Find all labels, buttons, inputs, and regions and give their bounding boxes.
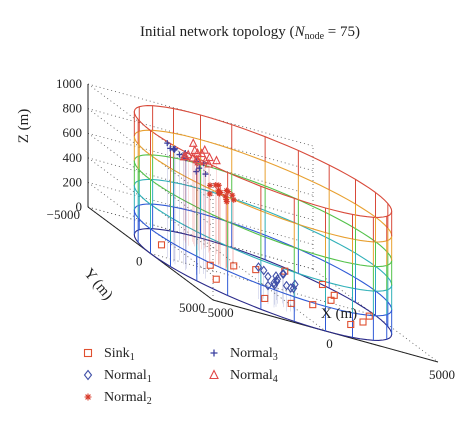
cylinder-wireframe — [133, 105, 393, 341]
data-point-plus — [176, 151, 183, 158]
data-point-triangle — [197, 148, 207, 158]
data-point-triangle — [190, 145, 200, 154]
cylinder-ring — [133, 203, 393, 317]
legend-label: Normal2 — [104, 390, 152, 407]
grid-line-floor — [150, 253, 376, 316]
y-axis-label: Y (m) — [80, 266, 115, 304]
data-point-diamond — [291, 279, 299, 290]
data-point-plus — [164, 140, 171, 147]
y-tick-label: 5000 — [179, 300, 205, 315]
z-tick-label: 1000 — [56, 76, 82, 91]
data-point-asterisk — [223, 187, 230, 194]
chart-title-prefix: Initial network topology ( — [140, 24, 295, 40]
data-point-triangle — [193, 147, 202, 157]
data-point-square — [230, 262, 238, 270]
data-point-plus — [193, 168, 200, 175]
z-tick-label: 600 — [63, 125, 83, 140]
legend-label: Normal4 — [230, 368, 278, 385]
y-tick-label: −5000 — [47, 207, 80, 222]
legend: Sink1 Normal1 Normal2 Normal3 Normal4 — [83, 346, 278, 407]
chart-title: Initial network topology (Nnode = 75) — [140, 24, 360, 42]
z-tick-label: 400 — [63, 150, 83, 165]
legend-label: Sink1 — [104, 346, 135, 363]
data-point-plus — [167, 145, 174, 152]
legend-marker-plus — [210, 349, 218, 357]
x-axis-label: X (m) — [321, 306, 357, 322]
x-tick-label: 5000 — [429, 367, 455, 382]
data-point-square — [359, 318, 367, 326]
y-tick-label: 0 — [136, 254, 143, 269]
data-point-square — [261, 294, 269, 303]
cylinder-ring — [133, 154, 393, 268]
x-tick-label: 0 — [326, 336, 333, 351]
data-point-triangle — [194, 156, 204, 166]
chart-title-suffix: = 75) — [324, 24, 360, 40]
data-point-diamond — [279, 269, 288, 279]
data-point-triangle — [181, 151, 190, 161]
data-point-asterisk — [206, 190, 213, 197]
data-point-diamond — [260, 265, 268, 276]
data-point-plus — [171, 146, 178, 153]
data-point-asterisk — [207, 182, 213, 189]
data-point-square — [206, 261, 214, 269]
legend-label: Normal3 — [230, 346, 278, 363]
chart-title-var: N — [294, 24, 306, 40]
cylinder-ring — [133, 105, 393, 218]
legend-marker-asterisk — [84, 393, 92, 401]
legend-marker-diamond — [83, 369, 93, 381]
data-point-triangle — [212, 155, 221, 165]
data-point-asterisk — [222, 193, 229, 200]
data-point-diamond — [273, 274, 282, 285]
data-point-square — [309, 301, 317, 309]
data-point-triangle — [201, 155, 210, 165]
legend-marker-square — [83, 348, 93, 358]
data-point-triangle — [188, 152, 198, 162]
data-point-diamond — [264, 280, 272, 291]
data-point-plus — [202, 171, 209, 178]
data-point-square — [347, 320, 355, 329]
cylinder-ring — [133, 178, 393, 292]
data-point-plus — [196, 165, 203, 172]
data-point-asterisk — [225, 188, 232, 195]
data-point-diamond — [254, 262, 263, 273]
legend-label: Normal1 — [104, 368, 152, 385]
data-point-diamond — [272, 271, 280, 281]
z-tick-label: 200 — [63, 174, 83, 189]
data-point-asterisk — [223, 198, 230, 205]
data-point-triangle — [200, 144, 210, 154]
z-axis-label: Z (m) — [16, 109, 32, 144]
data-point-triangle — [188, 138, 198, 147]
data-point-square — [287, 299, 295, 307]
data-point-asterisk — [215, 182, 222, 189]
data-point-asterisk — [229, 192, 236, 199]
legend-marker-triangle — [209, 369, 219, 380]
data-point-square — [365, 312, 373, 320]
chart-title-sub: node — [305, 31, 325, 42]
data-point-square — [212, 275, 220, 283]
data-point-square — [318, 280, 327, 289]
x-tick-label: −5000 — [200, 305, 233, 320]
data-point-diamond — [282, 280, 291, 291]
z-tick-label: 0 — [76, 199, 83, 214]
data-point-diamond — [270, 277, 278, 288]
data-point-square — [157, 241, 166, 249]
data-point-asterisk — [230, 196, 237, 203]
data-point-asterisk — [216, 190, 223, 197]
z-tick-label: 800 — [63, 101, 83, 116]
data-markers — [157, 138, 373, 329]
data-point-diamond — [279, 268, 287, 279]
plot-box-grid — [87, 83, 439, 363]
data-point-square — [327, 296, 335, 304]
data-point-diamond — [264, 271, 272, 282]
